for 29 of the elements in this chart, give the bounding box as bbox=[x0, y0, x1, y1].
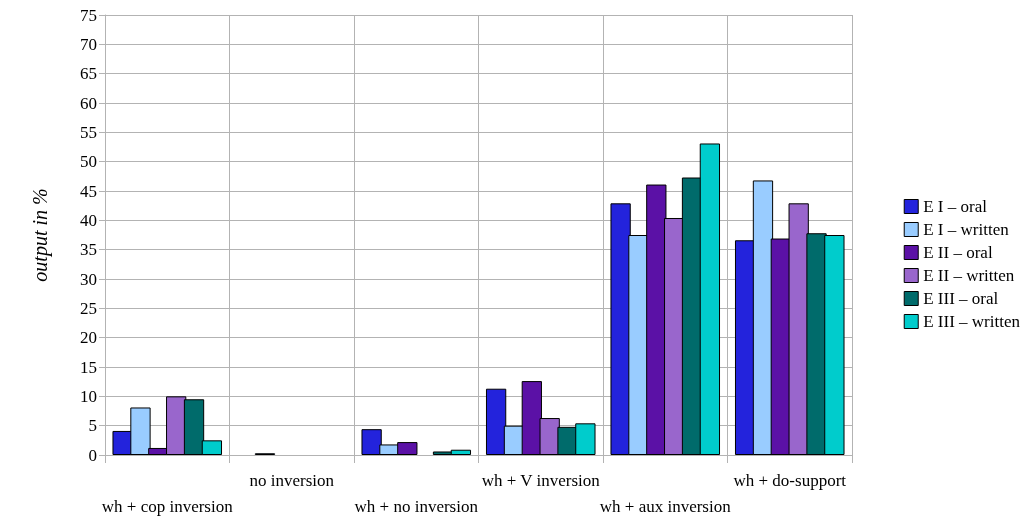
y-tick-label: 30 bbox=[80, 269, 97, 289]
x-tick-label: no inversion bbox=[249, 470, 335, 490]
legend-label: E III – written bbox=[923, 312, 1021, 331]
y-axis-title: output in % bbox=[29, 188, 52, 282]
y-tick-label: 20 bbox=[80, 328, 97, 348]
x-tick-label: wh + do-support bbox=[733, 470, 847, 490]
y-tick-label: 45 bbox=[80, 181, 97, 201]
y-tick-label: 40 bbox=[80, 210, 97, 230]
y-tick-label: 50 bbox=[80, 152, 97, 172]
x-tick-label: wh + aux inversion bbox=[599, 496, 732, 516]
x-tick-label: wh + V inversion bbox=[481, 470, 601, 490]
y-tick-label: 10 bbox=[80, 386, 97, 406]
y-tick-label: 70 bbox=[80, 34, 97, 54]
y-tick-label: 5 bbox=[88, 416, 97, 436]
legend-label: E II – oral bbox=[923, 243, 993, 262]
y-tick-label: 35 bbox=[80, 240, 97, 260]
y-tick-label: 75 bbox=[80, 5, 97, 25]
y-tick-label: 55 bbox=[80, 122, 97, 142]
legend-label: E I – oral bbox=[923, 197, 988, 216]
y-tick-label: 65 bbox=[80, 64, 97, 84]
y-tick-label: 25 bbox=[80, 298, 97, 318]
y-tick-label: 60 bbox=[80, 93, 97, 113]
legend-label: E II – written bbox=[923, 266, 1015, 285]
legend-label: E III – oral bbox=[923, 289, 999, 308]
x-tick-label: wh + no inversion bbox=[354, 496, 479, 516]
legend-label: E I – written bbox=[923, 220, 1010, 239]
x-tick-label: wh + cop inversion bbox=[101, 496, 234, 516]
y-tick-label: 0 bbox=[88, 445, 97, 465]
y-tick-label: 15 bbox=[80, 357, 97, 377]
